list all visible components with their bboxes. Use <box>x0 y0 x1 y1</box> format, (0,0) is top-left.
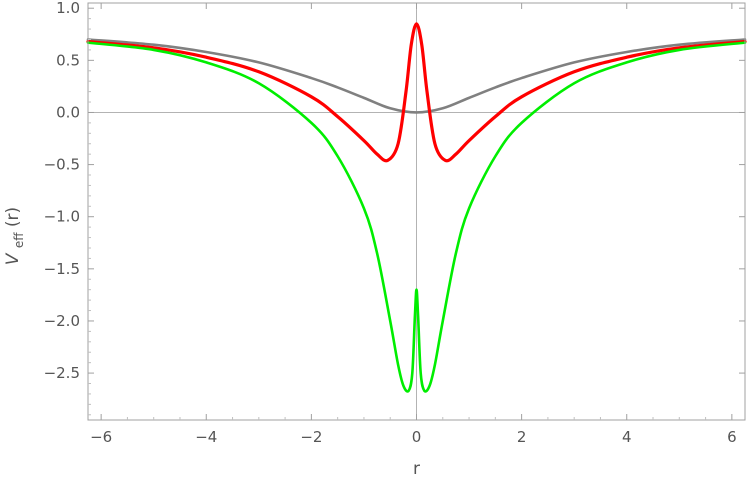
y-axis-label-main: V <box>3 252 23 265</box>
x-tick-label: −6 <box>90 428 112 446</box>
ticks-layer: −6 −4 −2 0 2 4 6 1.0 0.5 0.0 −0.5 −1.0 −1.5 −2.0 −2.5 <box>44 0 745 446</box>
y-axis-label: V eff (r) <box>3 207 28 265</box>
y-tick-label: 0.0 <box>56 103 80 121</box>
y-axis-label-suffix: (r) <box>3 207 23 227</box>
x-tick-label: −2 <box>300 428 322 446</box>
y-axis-label-subscript: eff <box>12 232 26 248</box>
y-tick-label: −0.5 <box>44 156 80 174</box>
x-tick-label: 6 <box>727 428 737 446</box>
x-tick-label: −4 <box>195 428 217 446</box>
y-tick-label: −1.5 <box>44 260 80 278</box>
x-tick-label: 4 <box>622 428 632 446</box>
series-line-1 <box>86 38 747 114</box>
reference-lines <box>88 3 745 420</box>
y-tick-label: 1.0 <box>56 0 80 17</box>
series-layer <box>86 22 747 393</box>
y-tick-label: 0.5 <box>56 51 80 69</box>
series-line-3 <box>86 41 747 393</box>
x-tick-label: 0 <box>412 428 422 446</box>
x-axis-label: r <box>413 459 420 479</box>
y-tick-label: −2.0 <box>44 312 80 330</box>
y-tick-label: −1.0 <box>44 208 80 226</box>
y-tick-label: −2.5 <box>44 364 80 382</box>
x-tick-label: 2 <box>517 428 527 446</box>
series-line-2 <box>86 22 747 163</box>
